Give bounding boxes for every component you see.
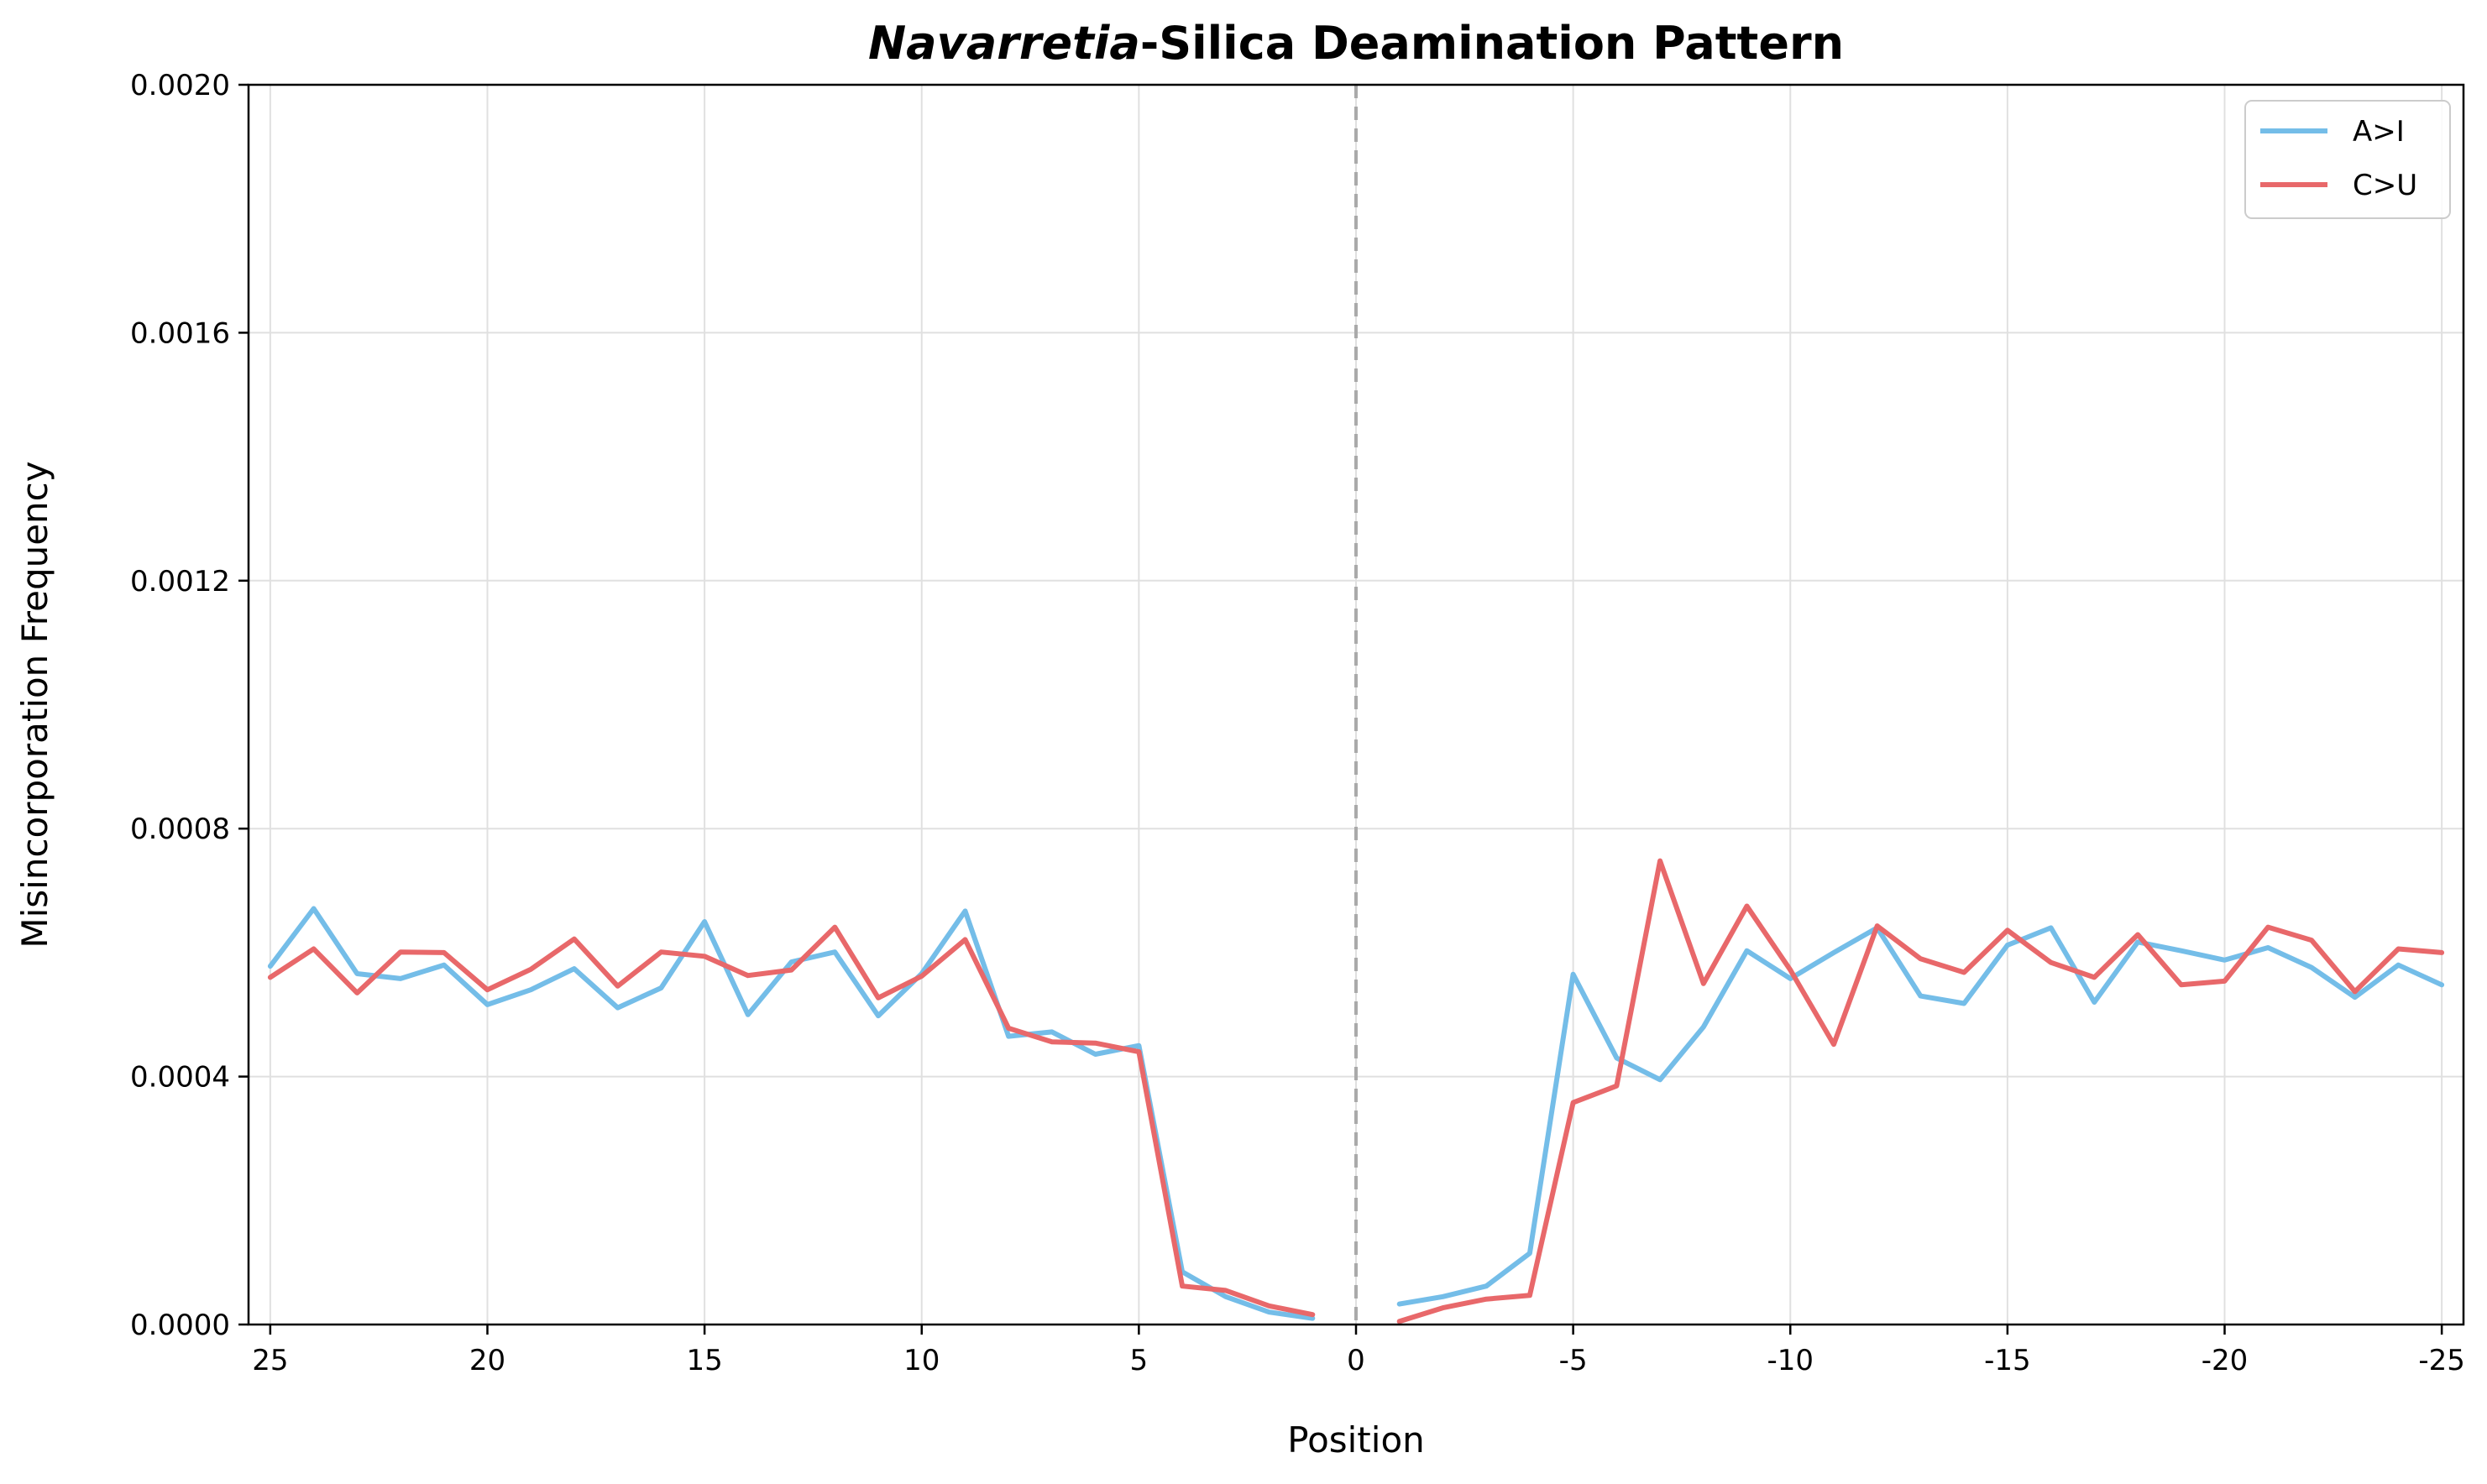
series-line-cu-1: [1396, 858, 2445, 1325]
x-tick-label: 20: [469, 1344, 505, 1377]
chart-title: Navarretia-Silica Deamination Pattern: [868, 17, 1844, 70]
x-tick-label: -10: [1767, 1344, 1814, 1377]
axis-ticks: 25 20 15 10 5 0 -5 -10 -15 -20 -25 0.0000 0.0004 0.00…: [130, 69, 2465, 1377]
y-tick-label: 0.0004: [130, 1061, 230, 1095]
chart-title-rest: -Silica Deamination Pattern: [1140, 17, 1844, 70]
y-tick-label: 0.0008: [130, 813, 230, 846]
x-tick-label: -25: [2418, 1344, 2465, 1377]
legend-label-ai: A>I: [2353, 115, 2405, 149]
x-tick-label: 0: [1347, 1344, 1365, 1377]
x-tick-label: -5: [1559, 1344, 1588, 1377]
x-tick-label: -20: [2202, 1344, 2249, 1377]
x-tick-label: 5: [1130, 1344, 1149, 1377]
series-line-cu-0: [267, 924, 1316, 1318]
y-tick-label: 0.0000: [130, 1309, 230, 1342]
y-tick-label: 0.0012: [130, 565, 230, 598]
chart-title-italic: Navarretia: [868, 17, 1140, 70]
legend-frame: [2244, 100, 2451, 219]
y-axis-label: Misincorporation Frequency: [14, 461, 55, 948]
x-tick-label: 10: [903, 1344, 940, 1377]
series-line-ai-1: [1396, 925, 2445, 1307]
legend-label-cu: C>U: [2353, 169, 2417, 202]
x-tick-label: -15: [1984, 1344, 2031, 1377]
series-lines: [267, 858, 2445, 1325]
chart-legend: A>I C>U: [2244, 100, 2451, 219]
y-tick-label: 0.0020: [130, 69, 230, 102]
x-tick-label: 15: [686, 1344, 722, 1377]
y-tick-label: 0.0016: [130, 316, 230, 350]
x-axis-label: Position: [1287, 1419, 1425, 1460]
series-line-ai-0: [267, 906, 1316, 1321]
x-tick-label: 25: [252, 1344, 288, 1377]
